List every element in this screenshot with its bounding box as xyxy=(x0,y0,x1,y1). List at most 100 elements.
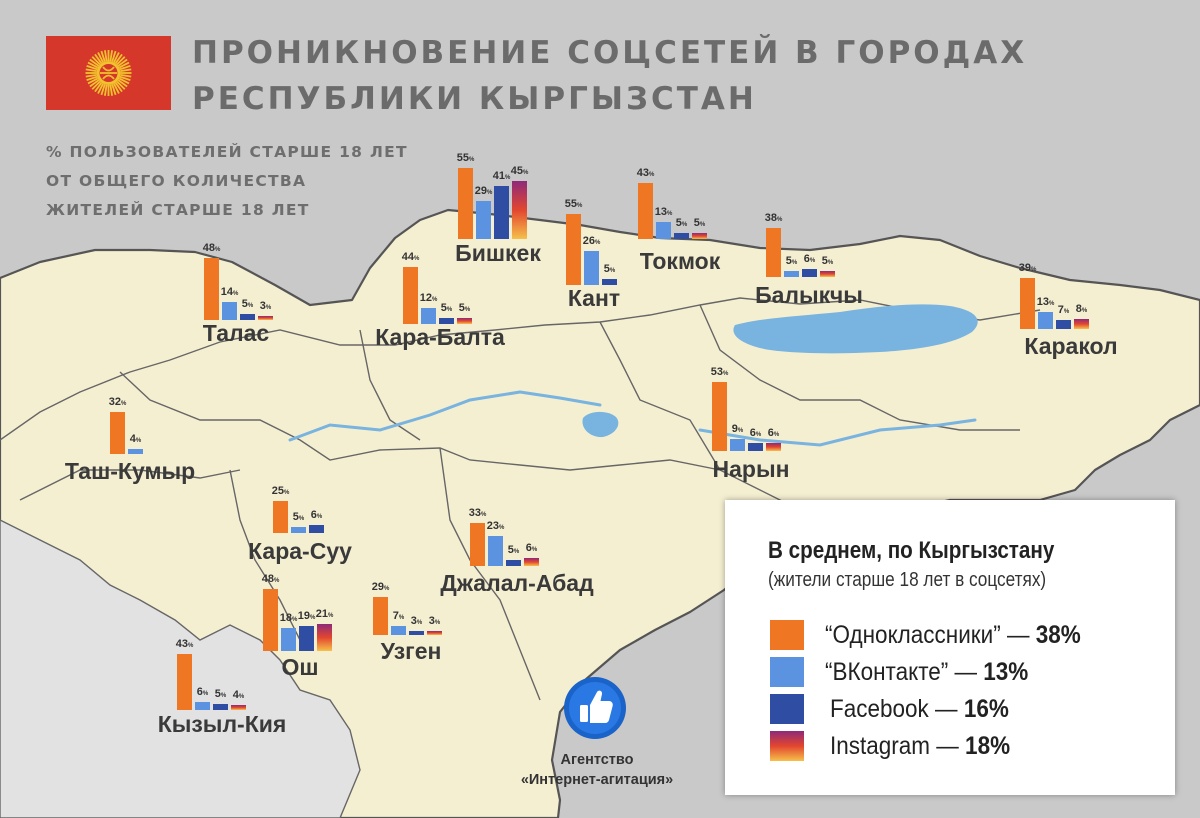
bar-value: 19 xyxy=(297,610,310,623)
legend-label: Instagram — 18% xyxy=(830,732,1010,761)
bar-value-label: 14% xyxy=(219,286,240,300)
city-name: Кант xyxy=(567,285,621,311)
bar-fill xyxy=(421,308,436,324)
percent-sign: % xyxy=(1048,301,1055,308)
bar-fill xyxy=(712,382,727,451)
percent-sign: % xyxy=(755,432,762,439)
bar-value-label: 39% xyxy=(1017,262,1038,276)
bar-value-label: 5% xyxy=(210,688,231,702)
city-name: Талас xyxy=(202,320,270,346)
bar-ok: 29% xyxy=(372,581,389,635)
bar-vk: 13% xyxy=(655,206,672,239)
bar-value-label: 29% xyxy=(473,185,494,199)
city-name: Кара-Балта xyxy=(375,324,505,350)
legend-swatch xyxy=(770,657,804,687)
bar-value-label: 7% xyxy=(1053,304,1074,318)
city-bar-group: 33% 23% 5% 6% xyxy=(469,507,542,566)
percent-sign: % xyxy=(773,432,780,439)
bar-ig: 6% xyxy=(766,427,781,451)
country-land xyxy=(0,208,1200,818)
title-line-2: РЕСПУБЛИКИ КЫРГЫЗСТАН xyxy=(192,81,757,117)
legend-label: Facebook — 16% xyxy=(830,695,1009,724)
bar-value-label: 23% xyxy=(485,520,506,534)
bar-value: 6 xyxy=(749,427,756,440)
bar-value-label: 21% xyxy=(314,608,335,622)
percent-sign: % xyxy=(431,297,438,304)
bar-value-label: 5% xyxy=(599,263,620,277)
percent-sign: % xyxy=(232,290,239,297)
city-bar-group: 55% 29% 41% 45% xyxy=(457,152,530,239)
legend-title: В среднем, по Кыргызстану xyxy=(768,537,1055,564)
bar-value: 26 xyxy=(582,235,595,248)
city-chart: 48% 14% 5% 3% Талас xyxy=(203,242,273,346)
bar-value: 53 xyxy=(710,366,723,379)
bar-value-label: 19% xyxy=(296,610,317,624)
bar-fill xyxy=(373,597,388,635)
subtitle-line-1: % ПОЛЬЗОВАТЕЛЕЙ СТАРШЕ 18 ЛЕТ xyxy=(46,143,408,161)
bar-vk: 14% xyxy=(221,286,238,320)
legend-average: 16% xyxy=(963,695,1009,723)
legend-network-name: “Одноклассники” — xyxy=(825,621,1036,649)
percent-sign: % xyxy=(1063,308,1070,315)
subtitle-line-3: ЖИТЕЛЕЙ СТАРШЕ 18 ЛЕТ xyxy=(46,201,310,219)
bar-value: 5 xyxy=(785,254,792,267)
percent-sign: % xyxy=(486,190,493,197)
bar-value-label: 26% xyxy=(581,235,602,249)
bar-vk: 5% xyxy=(784,255,799,277)
bar-fill xyxy=(784,270,799,277)
bar-value: 33 xyxy=(468,507,481,520)
bar-value: 44 xyxy=(401,250,414,263)
bar-value: 6 xyxy=(803,253,810,266)
bar-value: 29 xyxy=(474,185,487,198)
bar-value: 41 xyxy=(492,169,505,182)
percent-sign: % xyxy=(291,616,298,623)
city-chart: 44% 12% 5% 5% Кара-Балта xyxy=(375,251,505,350)
bar-fb: 5% xyxy=(602,263,617,285)
bar-value: 25 xyxy=(271,484,284,497)
bar-value: 14 xyxy=(220,285,233,298)
percent-sign: % xyxy=(202,691,209,698)
bar-fill xyxy=(291,526,306,533)
bar-fb: 5% xyxy=(674,217,689,239)
percent-sign: % xyxy=(187,643,194,650)
bar-fill xyxy=(177,654,192,710)
percent-sign: % xyxy=(120,401,127,408)
subtitle-line-2: ОТ ОБЩЕГО КОЛИЧЕСТВА xyxy=(46,172,307,190)
bar-fill xyxy=(222,301,237,320)
percent-sign: % xyxy=(531,547,538,554)
legend-average: 18% xyxy=(965,732,1011,760)
bar-fill xyxy=(110,412,125,454)
bar-fill xyxy=(1038,312,1053,329)
percent-sign: % xyxy=(776,216,783,223)
bar-value-label: 5% xyxy=(689,217,710,231)
city-chart: 55% 26% 5% Кант xyxy=(565,198,620,312)
percent-sign: % xyxy=(1081,307,1088,314)
percent-sign: % xyxy=(298,515,305,522)
bar-value-label: 5% xyxy=(671,217,692,231)
bar-value: 48 xyxy=(202,241,215,254)
legend-swatch xyxy=(770,731,804,761)
city-chart: 48% 18% 19% 21% Ош xyxy=(262,573,334,680)
bar-ok: 48% xyxy=(203,242,220,320)
bar-fill xyxy=(263,588,278,651)
bar-value-label: 5% xyxy=(781,255,802,269)
legend-network-name: Instagram — xyxy=(830,732,966,760)
percent-sign: % xyxy=(446,306,453,313)
legend-swatch xyxy=(770,694,804,724)
percent-sign: % xyxy=(666,211,673,218)
city-bar-group: 44% 12% 5% 5% xyxy=(402,251,475,324)
city-chart: 43% 6% 5% 4% Кызыл-Кия xyxy=(158,638,287,737)
percent-sign: % xyxy=(504,174,511,181)
bar-value: 23 xyxy=(486,520,499,533)
bar-fill xyxy=(674,232,689,239)
city-name: Каракол xyxy=(1024,333,1118,359)
percent-sign: % xyxy=(827,259,834,266)
bar-ok: 43% xyxy=(176,638,193,710)
bar-value: 7 xyxy=(1057,303,1064,316)
bar-value-label: 29% xyxy=(370,581,391,595)
bar-value-label: 4% xyxy=(125,433,146,447)
city-name: Нарын xyxy=(712,456,790,482)
bar-fill xyxy=(1020,278,1035,329)
bar-value-label: 18% xyxy=(278,612,299,626)
page-title: ПРОНИКНОВЕНИЕ СОЦСЕТЕЙ В ГОРОДАХ РЕСПУБЛ… xyxy=(192,30,1027,122)
